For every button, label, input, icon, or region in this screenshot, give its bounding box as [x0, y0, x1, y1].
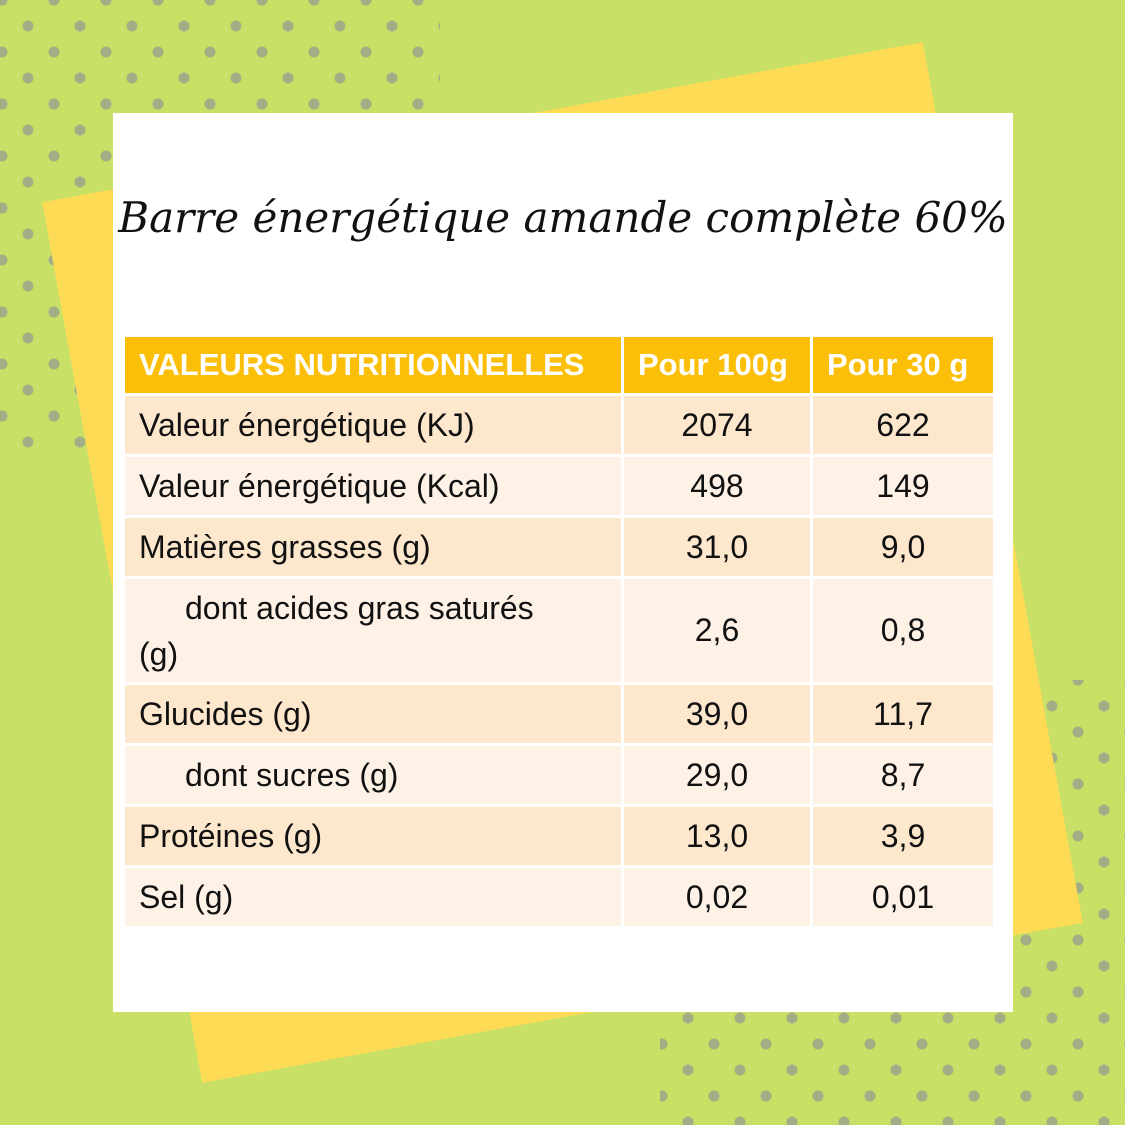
row-label: Glucides (g) [125, 685, 621, 743]
table-row: Valeur énergétique (KJ) 2074 622 [125, 396, 993, 454]
value-per-100g: 31,0 [624, 518, 810, 576]
table-row: dont acides gras saturés (g) 2,6 0,8 [125, 579, 993, 682]
value-per-30g: 11,7 [813, 685, 993, 743]
value-per-100g: 39,0 [624, 685, 810, 743]
value-per-30g: 149 [813, 457, 993, 515]
header-per-100g: Pour 100g [624, 337, 810, 393]
value-per-100g: 2074 [624, 396, 810, 454]
table-row: Matières grasses (g) 31,0 9,0 [125, 518, 993, 576]
row-label: Sel (g) [125, 868, 621, 926]
nutrition-card: Barre énergétique amande complète 60% VA… [113, 113, 1013, 1012]
value-per-100g: 13,0 [624, 807, 810, 865]
value-per-30g: 9,0 [813, 518, 993, 576]
row-label: Valeur énergétique (KJ) [125, 396, 621, 454]
row-label-line1: dont acides gras saturés [185, 589, 534, 626]
row-label: Matières grasses (g) [125, 518, 621, 576]
value-per-100g: 29,0 [624, 746, 810, 804]
row-label: dont acides gras saturés (g) [125, 579, 621, 682]
header-per-30g: Pour 30 g [813, 337, 993, 393]
table-row: Protéines (g) 13,0 3,9 [125, 807, 993, 865]
nutrition-table: VALEURS NUTRITIONNELLES Pour 100g Pour 3… [122, 334, 996, 929]
row-label: dont sucres (g) [125, 746, 621, 804]
header-nutrition: VALEURS NUTRITIONNELLES [125, 337, 621, 393]
product-title: Barre énergétique amande complète 60% [118, 193, 1008, 242]
row-label-line2: (g) [139, 635, 179, 672]
value-per-30g: 3,9 [813, 807, 993, 865]
table-row: Glucides (g) 39,0 11,7 [125, 685, 993, 743]
row-label: Protéines (g) [125, 807, 621, 865]
table-row: Sel (g) 0,02 0,01 [125, 868, 993, 926]
value-per-100g: 0,02 [624, 868, 810, 926]
table-row: Valeur énergétique (Kcal) 498 149 [125, 457, 993, 515]
value-per-30g: 0,01 [813, 868, 993, 926]
row-label: Valeur énergétique (Kcal) [125, 457, 621, 515]
value-per-30g: 622 [813, 396, 993, 454]
table-header: VALEURS NUTRITIONNELLES Pour 100g Pour 3… [125, 337, 993, 393]
value-per-30g: 8,7 [813, 746, 993, 804]
value-per-100g: 2,6 [624, 579, 810, 682]
table-row: dont sucres (g) 29,0 8,7 [125, 746, 993, 804]
value-per-100g: 498 [624, 457, 810, 515]
value-per-30g: 0,8 [813, 579, 993, 682]
